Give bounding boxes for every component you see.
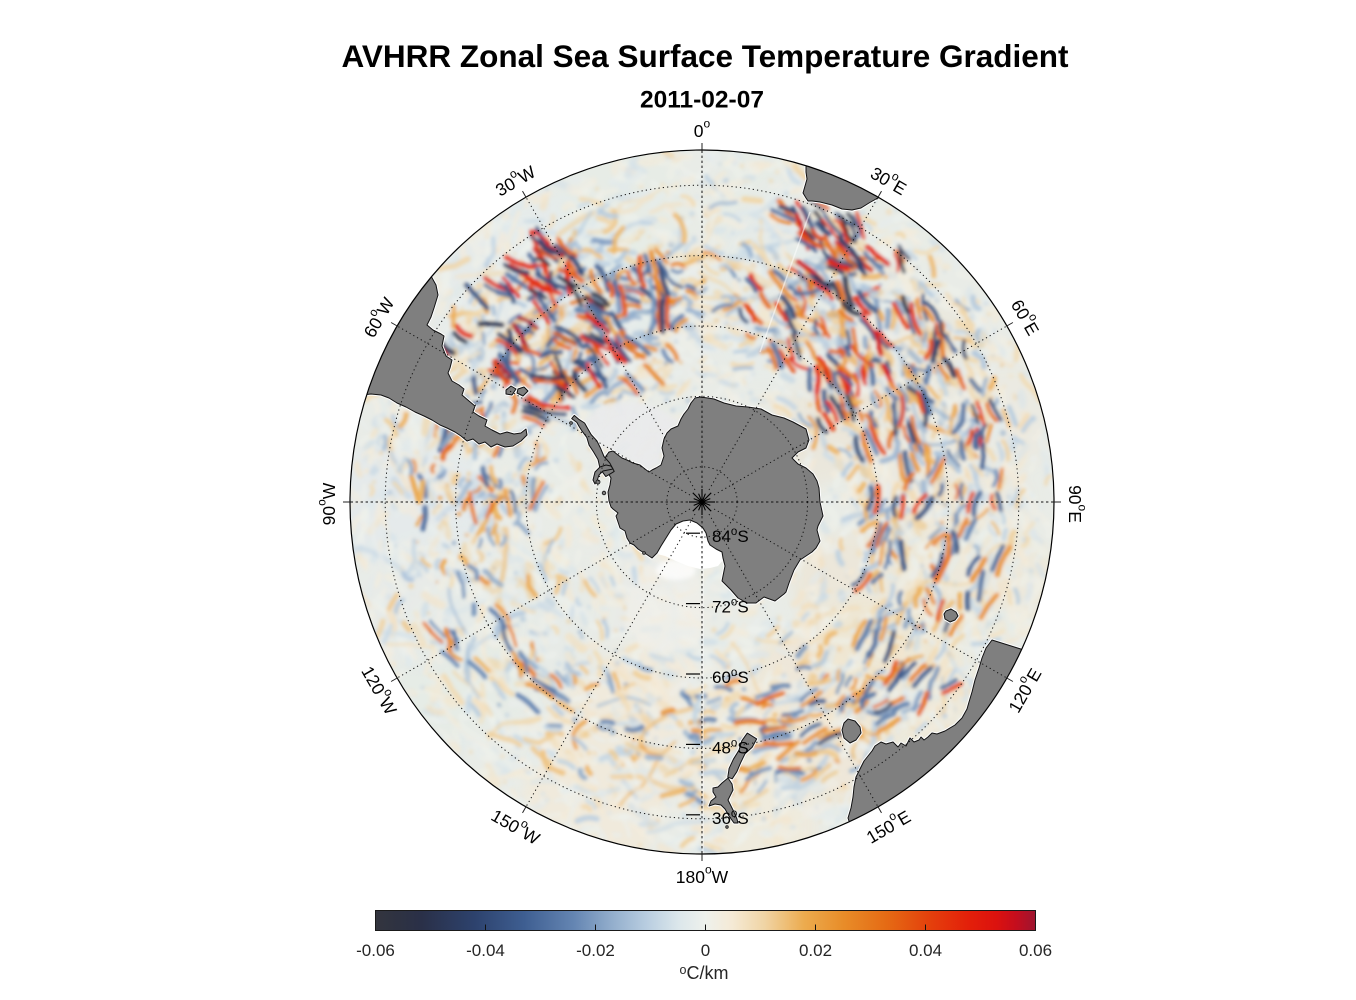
svg-text:0: 0 xyxy=(701,941,710,960)
svg-text:72oS: 72oS xyxy=(712,597,749,617)
svg-text:84oS: 84oS xyxy=(712,526,749,546)
svg-text:-0.04: -0.04 xyxy=(466,941,505,960)
svg-text:90oW: 90oW xyxy=(315,482,340,525)
svg-text:0.06: 0.06 xyxy=(1019,941,1052,960)
svg-text:0.02: 0.02 xyxy=(799,941,832,960)
svg-text:180oW: 180oW xyxy=(676,863,729,888)
svg-text:-0.02: -0.02 xyxy=(576,941,615,960)
svg-text:-0.06: -0.06 xyxy=(356,941,395,960)
svg-text:2011-02-07: 2011-02-07 xyxy=(640,87,764,114)
svg-text:36oS: 36oS xyxy=(712,808,749,828)
svg-text:0.04: 0.04 xyxy=(909,941,942,960)
svg-text:60oS: 60oS xyxy=(712,667,749,687)
svg-text:AVHRR Zonal Sea Surface Temper: AVHRR Zonal Sea Surface Temperature Grad… xyxy=(341,38,1069,74)
svg-text:oC/km: oC/km xyxy=(680,963,729,983)
svg-text:0o: 0o xyxy=(694,117,711,142)
svg-text:90oE: 90oE xyxy=(1065,485,1090,523)
svg-text:48oS: 48oS xyxy=(712,737,749,757)
